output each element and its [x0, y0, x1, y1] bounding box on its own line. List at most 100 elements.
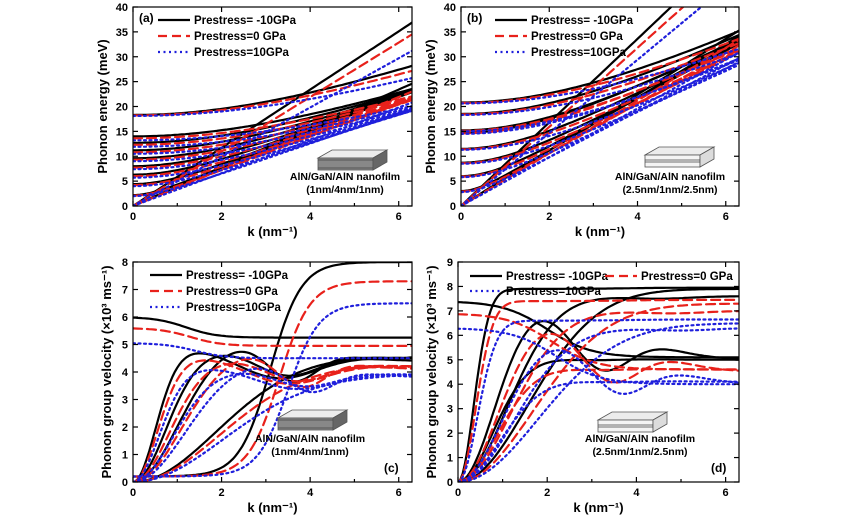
legend-entry-0: Prestress= -10GPa	[186, 270, 289, 282]
y-tick-label: 30	[116, 52, 128, 64]
series-pos10-curve-5	[461, 61, 739, 151]
x-tick-label: 0	[458, 211, 464, 223]
x-tick-label: 2	[544, 487, 550, 499]
series-neg10-curve-0	[133, 21, 412, 206]
x-tick-label: 2	[219, 487, 225, 499]
series-pos10-curve-2	[133, 369, 412, 482]
y-tick-label: 35	[116, 27, 128, 39]
series-pos10-curve-7	[133, 108, 412, 155]
y-tick-label: 0	[122, 201, 128, 213]
y-axis-label: Phonon group velocity (×10³ ms⁻¹)	[424, 265, 439, 478]
series-pos10-curve-0	[461, 7, 703, 206]
x-axis-label: k (nm⁻¹)	[247, 224, 297, 239]
y-axis-label: Phonon energy (meV)	[423, 39, 438, 173]
y-tick-label: 5	[122, 340, 128, 352]
y-tick-label: 8	[122, 257, 128, 269]
series-pos10-curve-3	[458, 322, 739, 482]
series-zero-curve-0	[133, 327, 412, 347]
y-tick-label: 6	[447, 330, 453, 342]
y-tick-label: 25	[444, 77, 456, 89]
series-neg10-curve-2	[458, 320, 739, 482]
series-zero-curve-4	[133, 357, 412, 482]
x-tick-label: 4	[307, 211, 314, 223]
y-axis-label: Phonon group velocity (×10³ ms⁻¹)	[99, 265, 114, 478]
legend-entry-0: Prestress= -10GPa	[506, 271, 609, 283]
series-zero-curve-4	[458, 368, 739, 482]
nanofilm-sketch-icon	[596, 411, 669, 433]
y-tick-label: 35	[444, 27, 456, 39]
y-tick-label: 40	[116, 2, 128, 14]
series-zero-curve-0	[458, 313, 739, 371]
series-zero-curve-9	[133, 95, 412, 140]
x-tick-label: 2	[219, 211, 225, 223]
series-neg10-curve-5	[133, 356, 412, 482]
curves-group-3	[458, 286, 739, 482]
nanofilm-sketch-icon	[276, 409, 349, 431]
series-zero-curve-5	[133, 365, 412, 482]
nanofilm-label: AlN/GaN/AlN nanofilm	[290, 171, 400, 183]
series-zero-curve-5	[458, 310, 739, 482]
series-pos10-curve-8	[133, 106, 412, 148]
y-tick-label: 5	[450, 176, 456, 188]
series-pos10-curve-9	[133, 105, 412, 142]
legend-entry-1: Prestress=0 GPa	[194, 31, 286, 43]
y-tick-label: 1	[447, 453, 453, 465]
y-axis-label: Phonon energy (meV)	[95, 39, 110, 173]
legend-entry-2: Prestress=10GPa	[186, 302, 282, 314]
series-neg10-curve-0	[461, 7, 673, 206]
series-pos10-curve-4	[133, 367, 412, 482]
y-tick-label: 30	[444, 52, 456, 64]
series-pos10-curve-1	[458, 318, 739, 482]
y-tick-label: 8	[447, 281, 453, 293]
series-zero-curve-0	[461, 7, 685, 206]
sketch-front-face	[644, 154, 701, 168]
plot-frame	[457, 261, 740, 483]
x-tick-label: 6	[396, 487, 402, 499]
series-zero-curve-2	[133, 359, 412, 482]
y-tick-label: 3	[122, 395, 128, 407]
nanofilm-sketch-icon	[643, 146, 716, 168]
series-pos10-curve-8	[461, 52, 739, 117]
y-tick-label: 4	[447, 379, 454, 391]
sketch-side-face	[372, 149, 388, 171]
nanofilm-thickness: (2.5nm/1nm/2.5nm)	[622, 184, 717, 196]
series-zero-curve-1	[458, 298, 739, 482]
y-tick-label: 40	[444, 2, 456, 14]
x-axis-label: k (nm⁻¹)	[247, 500, 297, 515]
series-pos10-curve-6	[133, 109, 412, 163]
series-zero-curve-5	[461, 50, 739, 151]
sketch-front-face	[597, 419, 654, 433]
legend-entry-1: Prestress=0 GPa	[531, 31, 623, 43]
x-tick-label: 6	[723, 487, 729, 499]
panel-label: (b)	[467, 11, 482, 25]
legend-entry-2: Prestress=10GPa	[506, 286, 602, 298]
series-pos10-curve-2	[461, 56, 739, 194]
y-tick-label: 15	[444, 126, 456, 138]
series-pos10-curve-6	[461, 57, 739, 135]
series-zero-curve-3	[458, 302, 739, 482]
series-pos10-curve-4	[458, 380, 739, 482]
x-tick-label: 6	[396, 211, 402, 223]
y-tick-label: 2	[447, 428, 453, 440]
y-tick-label: 7	[447, 306, 453, 318]
x-tick-label: 0	[130, 487, 136, 499]
panel-2: 0 2 4 6 0 1 2 3 4 5 6 7 8 k (nm⁻¹) Phonon group veloci…	[99, 257, 413, 515]
x-axis-label: k (nm⁻¹)	[575, 224, 625, 239]
legend-entry-2: Prestress=10GPa	[194, 47, 290, 59]
curves-group-2	[133, 262, 412, 482]
series-pos10-curve-3	[461, 60, 739, 179]
series-pos10-curve-4	[461, 63, 739, 165]
nanofilm-label: AlN/GaN/AlN nanofilm	[255, 433, 365, 445]
series-pos10-curve-0	[458, 327, 739, 386]
nanofilm-label: AlN/GaN/AlN nanofilm	[615, 171, 725, 183]
y-tick-label: 6	[122, 312, 128, 324]
x-tick-label: 4	[307, 487, 314, 499]
series-pos10-curve-2	[458, 349, 739, 482]
series-zero-curve-2	[458, 332, 739, 482]
series-neg10-curve-3	[458, 287, 739, 482]
panel-label: (d)	[711, 461, 726, 475]
y-tick-label: 5	[122, 176, 128, 188]
series-zero-curve-3	[133, 362, 412, 482]
x-tick-label: 0	[130, 211, 136, 223]
